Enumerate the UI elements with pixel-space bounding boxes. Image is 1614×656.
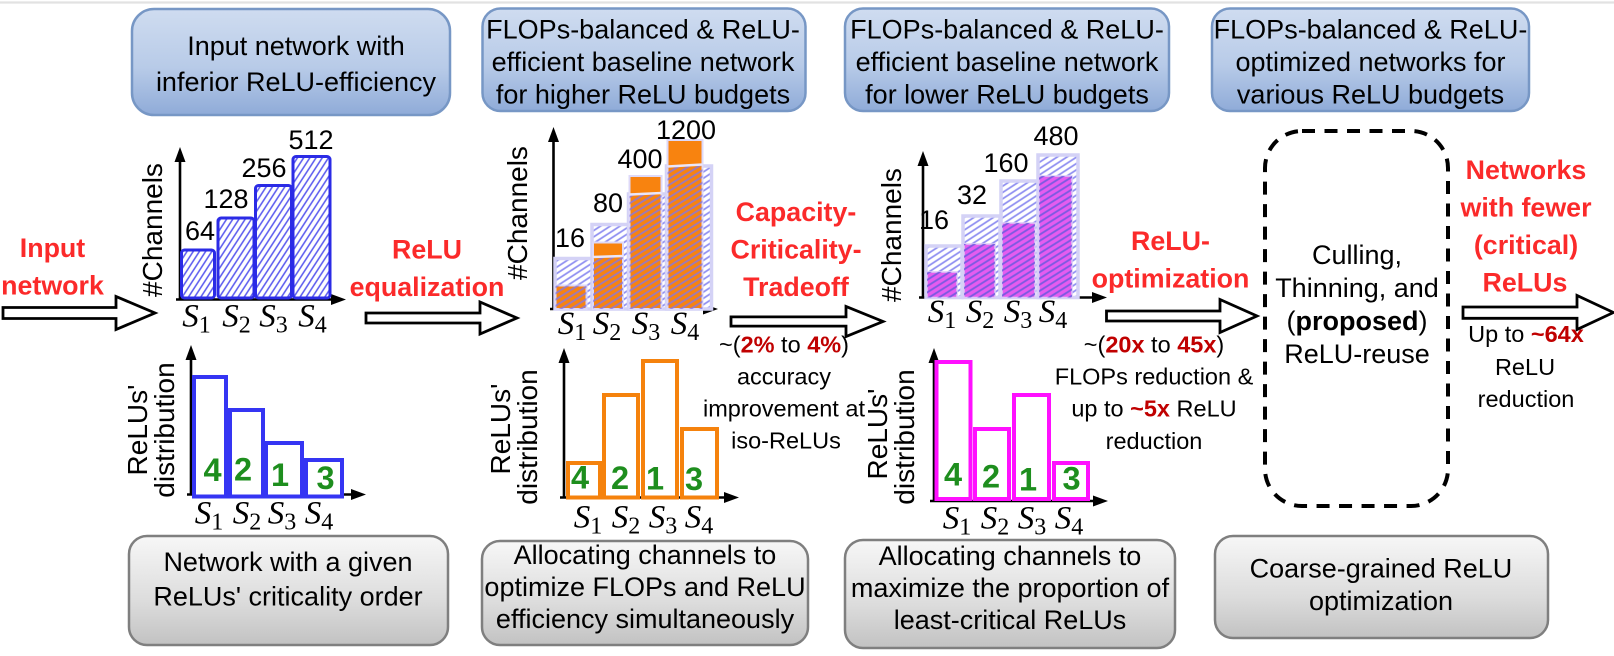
- svg-text:ReLU-: ReLU-: [1131, 226, 1210, 256]
- svg-text:ReLUs': ReLUs': [862, 389, 893, 480]
- svg-text:#Channels: #Channels: [502, 146, 533, 280]
- svg-text:Coarse-grained ReLU: Coarse-grained ReLU: [1250, 554, 1513, 584]
- svg-text:3: 3: [316, 460, 334, 496]
- svg-text:for lower ReLU budgets: for lower ReLU budgets: [865, 80, 1149, 110]
- svg-text:1200: 1200: [656, 115, 716, 145]
- svg-text:400: 400: [617, 144, 662, 174]
- svg-text:various ReLU budgets: various ReLU budgets: [1237, 80, 1504, 110]
- svg-text:#Channels: #Channels: [137, 163, 168, 297]
- svg-text:efficiency simultaneously: efficiency simultaneously: [496, 604, 795, 634]
- svg-text:480: 480: [1033, 121, 1078, 151]
- svg-text:maximize the proportion of: maximize the proportion of: [851, 573, 1170, 603]
- svg-text:reduction: reduction: [1478, 386, 1575, 412]
- svg-text:Input: Input: [20, 233, 86, 263]
- svg-text:Thinning, and: Thinning, and: [1275, 273, 1439, 303]
- svg-text:S4: S4: [685, 500, 714, 540]
- svg-text:distribution: distribution: [512, 369, 543, 504]
- svg-text:S4: S4: [305, 496, 334, 536]
- svg-text:S4: S4: [298, 299, 327, 339]
- svg-text:Culling,: Culling,: [1312, 240, 1402, 270]
- svg-text:4: 4: [203, 452, 221, 488]
- svg-text:#Channels: #Channels: [876, 168, 907, 302]
- svg-text:improvement at: improvement at: [703, 396, 865, 422]
- svg-text:~(20x to 45x): ~(20x to 45x): [1084, 332, 1225, 358]
- svg-text:16: 16: [555, 223, 585, 253]
- svg-text:Input network with: Input network with: [187, 31, 405, 61]
- svg-text:ReLU: ReLU: [392, 235, 462, 265]
- svg-text:distribution: distribution: [149, 362, 180, 497]
- svg-text:efficient baseline network: efficient baseline network: [492, 47, 795, 77]
- svg-text:inferior ReLU-efficiency: inferior ReLU-efficiency: [156, 67, 437, 97]
- svg-text:128: 128: [203, 184, 248, 214]
- svg-text:iso-ReLUs: iso-ReLUs: [731, 428, 841, 454]
- svg-text:network: network: [1, 271, 104, 301]
- svg-text:ReLUs': ReLUs': [485, 384, 516, 475]
- svg-text:S4: S4: [1039, 294, 1068, 334]
- svg-text:64: 64: [185, 216, 215, 246]
- svg-text:Up to ~64x: Up to ~64x: [1468, 321, 1584, 347]
- svg-text:distribution: distribution: [889, 369, 920, 504]
- svg-text:S2: S2: [966, 294, 995, 334]
- svg-text:Tradeoff: Tradeoff: [743, 272, 849, 302]
- svg-text:(proposed): (proposed): [1286, 306, 1427, 336]
- svg-text:2: 2: [982, 459, 1000, 495]
- svg-text:Network with a given: Network with a given: [163, 547, 412, 577]
- svg-text:1: 1: [1019, 462, 1037, 498]
- svg-text:1: 1: [271, 457, 289, 493]
- svg-text:ReLUs: ReLUs: [1483, 268, 1568, 298]
- svg-text:FLOPs-balanced & ReLU-: FLOPs-balanced & ReLU-: [850, 15, 1164, 45]
- svg-text:80: 80: [593, 188, 623, 218]
- svg-text:up to ~5x ReLU: up to ~5x ReLU: [1071, 396, 1236, 422]
- svg-text:ReLU-reuse: ReLU-reuse: [1284, 339, 1430, 369]
- svg-text:optimization: optimization: [1309, 586, 1453, 616]
- svg-text:256: 256: [241, 153, 286, 183]
- svg-text:4: 4: [571, 460, 589, 496]
- svg-text:512: 512: [288, 125, 333, 155]
- svg-text:1: 1: [646, 461, 664, 497]
- svg-text:optimized networks for: optimized networks for: [1235, 47, 1505, 77]
- svg-text:least-critical ReLUs: least-critical ReLUs: [894, 605, 1127, 635]
- svg-text:Allocating channels to: Allocating channels to: [514, 540, 777, 570]
- svg-text:reduction: reduction: [1106, 428, 1203, 454]
- svg-text:2: 2: [611, 460, 629, 496]
- svg-text:4: 4: [944, 457, 962, 493]
- svg-text:for higher ReLU budgets: for higher ReLU budgets: [496, 80, 790, 110]
- svg-text:equalization: equalization: [350, 272, 505, 302]
- svg-text:S4: S4: [671, 306, 700, 346]
- svg-text:ReLU: ReLU: [1495, 354, 1555, 380]
- svg-text:2: 2: [234, 452, 252, 488]
- svg-text:ReLUs': ReLUs': [122, 385, 153, 476]
- svg-text:(critical): (critical): [1474, 230, 1578, 260]
- svg-text:160: 160: [983, 148, 1028, 178]
- svg-text:FLOPs reduction &: FLOPs reduction &: [1055, 364, 1254, 390]
- svg-text:~(2% to 4%): ~(2% to 4%): [719, 332, 849, 358]
- svg-text:Criticality-: Criticality-: [730, 235, 861, 265]
- svg-text:efficient baseline network: efficient baseline network: [856, 47, 1159, 77]
- svg-text:FLOPs-balanced & ReLU-: FLOPs-balanced & ReLU-: [486, 15, 800, 45]
- svg-text:Allocating channels to: Allocating channels to: [879, 541, 1142, 571]
- svg-text:with fewer: with fewer: [1459, 193, 1592, 223]
- svg-text:Capacity-: Capacity-: [736, 197, 857, 227]
- svg-text:16: 16: [919, 205, 949, 235]
- svg-text:ReLUs' criticality order: ReLUs' criticality order: [153, 582, 422, 612]
- svg-text:32: 32: [957, 180, 987, 210]
- svg-text:FLOPs-balanced & ReLU-: FLOPs-balanced & ReLU-: [1214, 15, 1528, 45]
- svg-text:3: 3: [1062, 461, 1080, 497]
- svg-text:optimization: optimization: [1092, 264, 1250, 294]
- svg-text:accuracy: accuracy: [737, 364, 831, 390]
- svg-text:Networks: Networks: [1466, 155, 1587, 185]
- svg-text:3: 3: [685, 461, 703, 497]
- svg-text:optimize FLOPs and ReLU: optimize FLOPs and ReLU: [484, 572, 805, 602]
